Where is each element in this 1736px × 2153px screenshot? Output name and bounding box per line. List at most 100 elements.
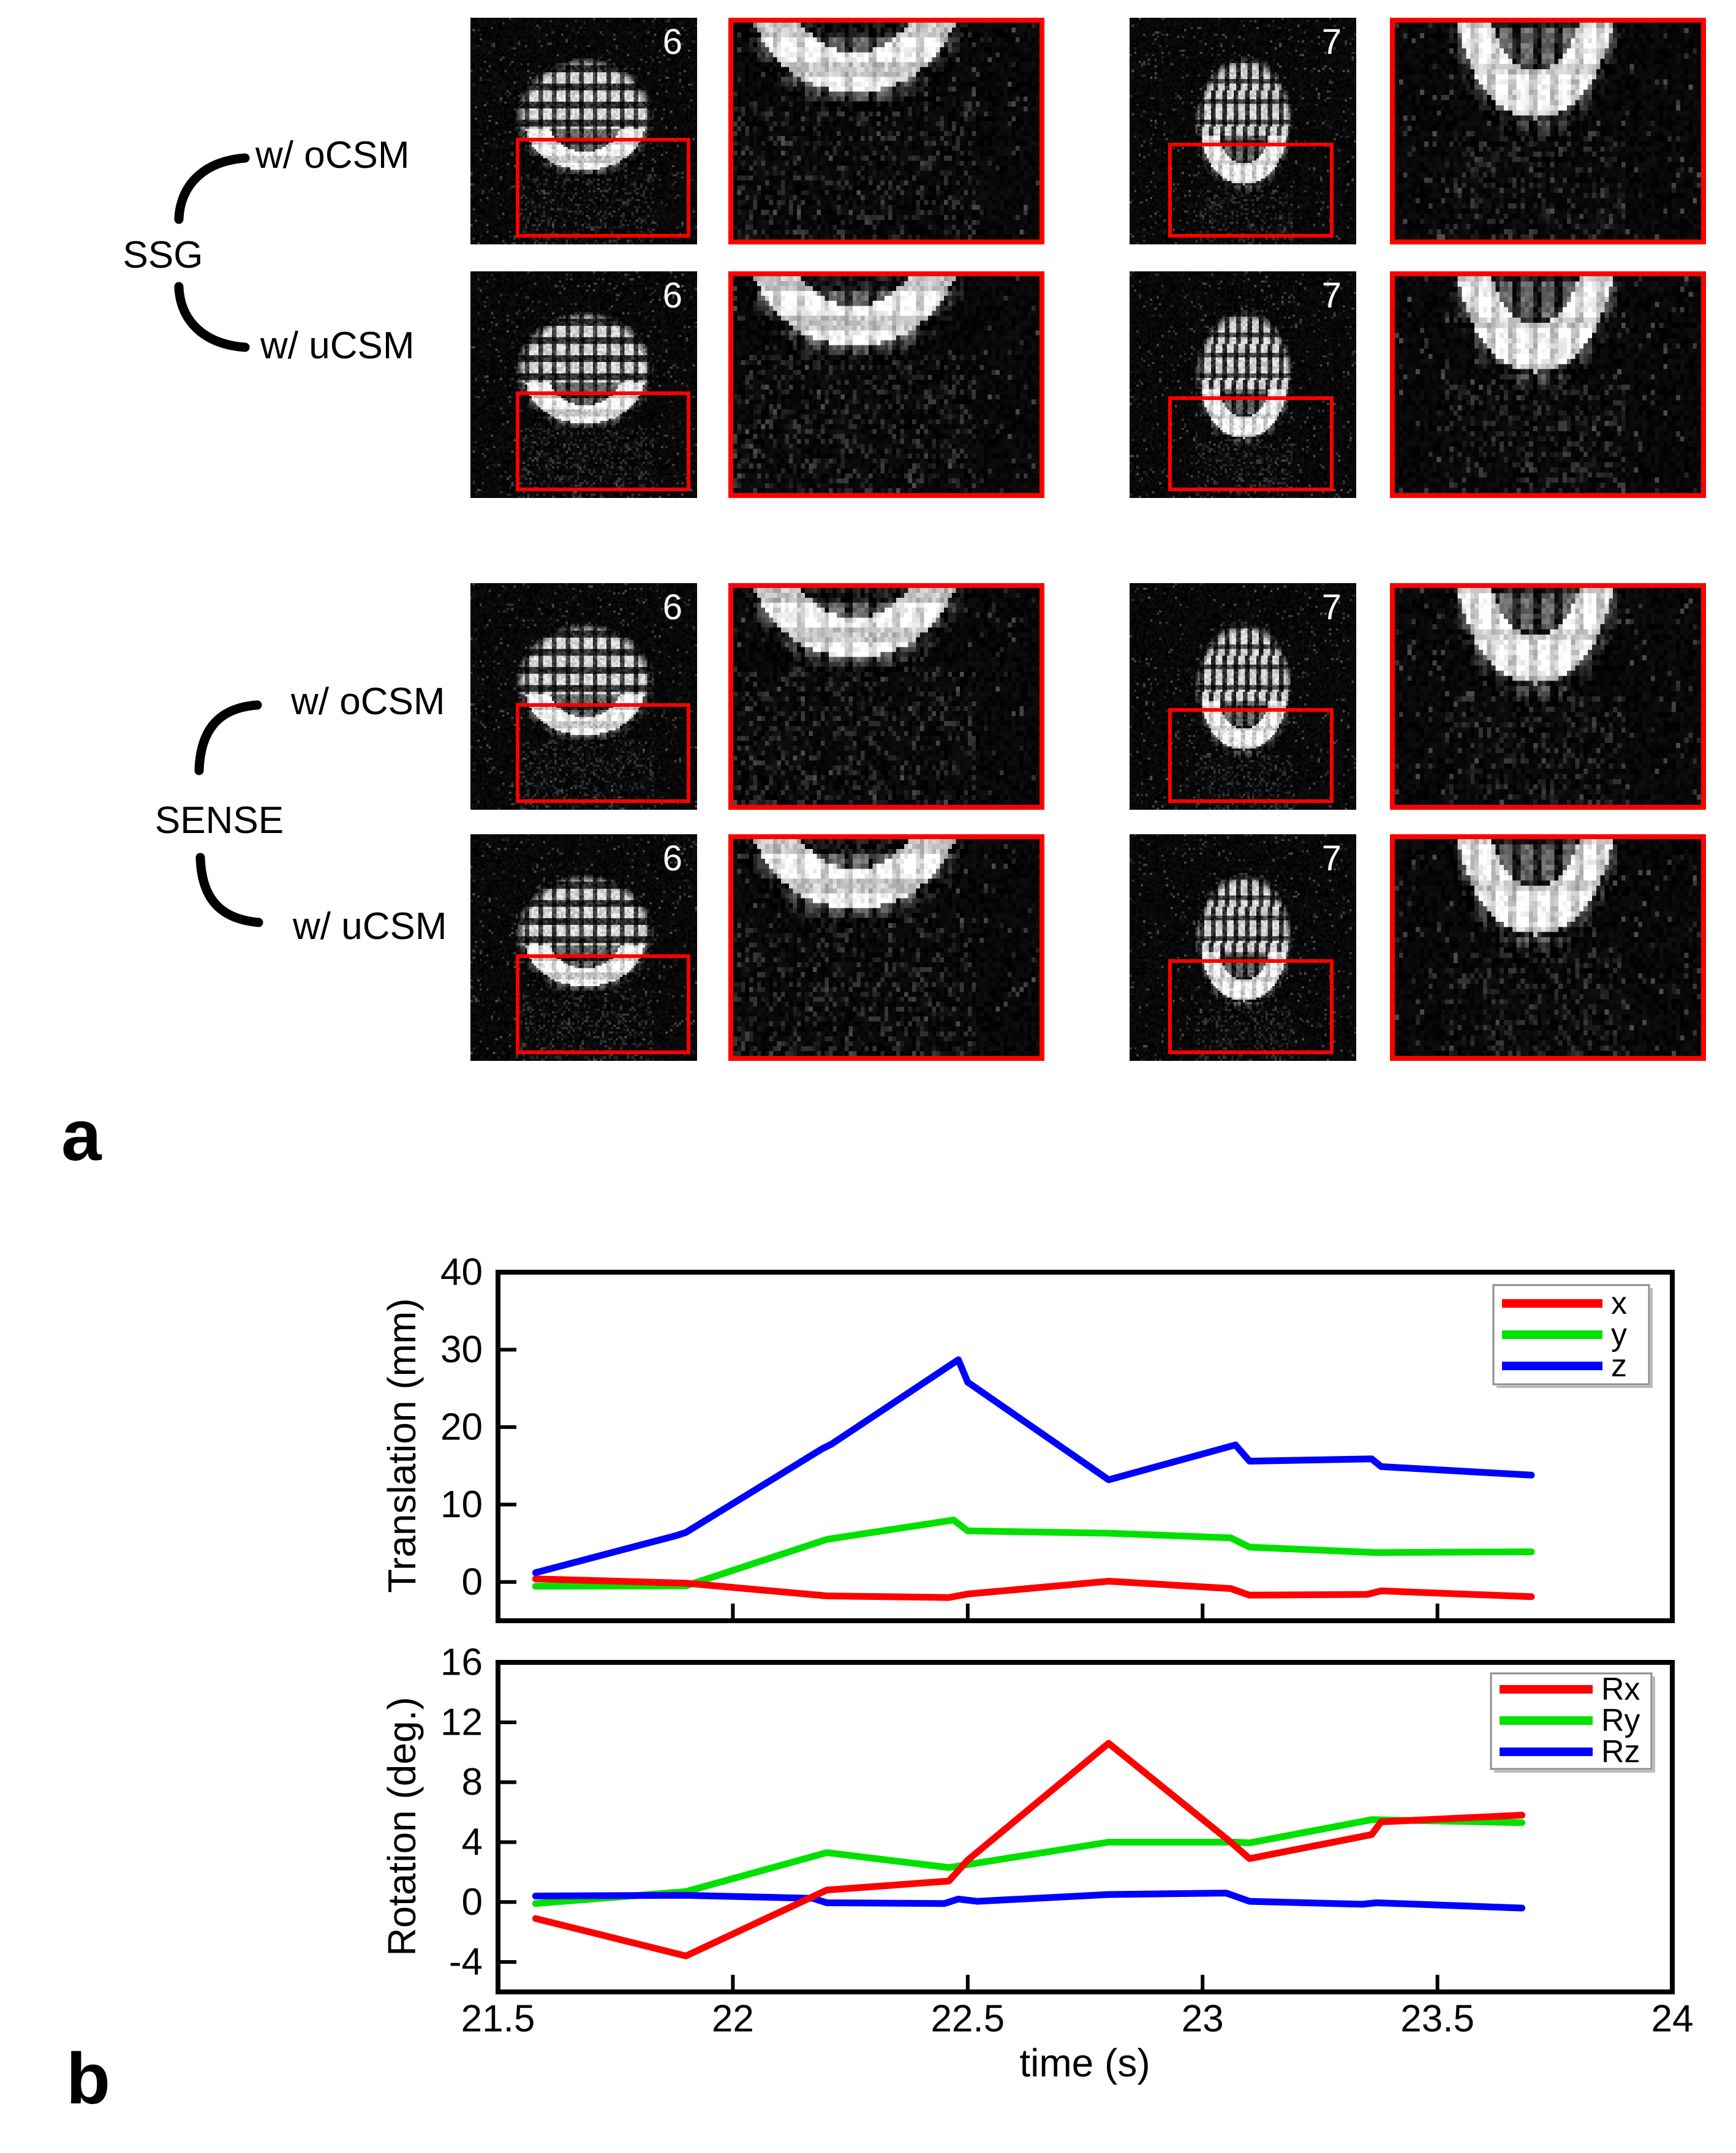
y-tick-label: 20 xyxy=(440,1406,483,1448)
zoom-canvas-sense-ocsm-slice-7 xyxy=(1395,588,1701,805)
series-Rz-line xyxy=(532,1890,1526,1912)
slice-number-sense-ocsm-slice-7: 7 xyxy=(1321,587,1342,627)
y-tick-label: 0 xyxy=(462,1881,483,1923)
roi-box-sense-ucsm-slice-7 xyxy=(1168,959,1334,1054)
translation-chart: 0 10 20 30 40 xyz xyxy=(440,1251,1675,1623)
zoom-image-sense-ucsm-slice-6 xyxy=(728,834,1044,1061)
roi-box-ssg-ocsm-slice-7 xyxy=(1168,142,1334,238)
zoom-canvas-ssg-ucsm-slice-7 xyxy=(1395,276,1701,493)
series-Ry-line xyxy=(532,1816,1526,1907)
mri-image-sense-ucsm-slice-7: 7 xyxy=(1130,834,1356,1061)
group-label-ssg: SSG xyxy=(123,234,203,276)
roi-box-ssg-ucsm-slice-7 xyxy=(1168,396,1334,491)
legend-shadow xyxy=(1496,1288,1653,1388)
mri-canvas-sense-ucsm-slice-6 xyxy=(470,834,697,1061)
bracket-ssg-upper xyxy=(174,153,250,224)
y-tick-label: 8 xyxy=(462,1761,483,1803)
mri-canvas-ssg-ocsm-slice-7 xyxy=(1130,18,1356,244)
mri-image-sense-ocsm-slice-6: 6 xyxy=(470,583,697,810)
series-z-line xyxy=(532,1356,1535,1577)
y-tick-label: 40 xyxy=(440,1251,483,1294)
zoom-canvas-sense-ocsm-slice-6 xyxy=(733,588,1040,805)
zoom-canvas-ssg-ocsm-slice-7 xyxy=(1395,23,1701,239)
slice-number-ssg-ucsm-slice-7: 7 xyxy=(1321,276,1342,315)
mri-image-sense-ocsm-slice-7: 7 xyxy=(1130,583,1356,810)
legend: xyz xyxy=(1492,1284,1653,1388)
legend-label-Ry: Ry xyxy=(1601,1703,1640,1738)
bracket-ssg-lower xyxy=(174,282,250,352)
legend-label-Rz: Rz xyxy=(1601,1734,1640,1770)
x-tick-label: 22.5 xyxy=(930,1998,1005,2040)
zoom-image-ssg-ucsm-slice-7 xyxy=(1390,271,1706,498)
zoom-image-sense-ocsm-slice-7 xyxy=(1390,583,1706,810)
bracket-sense-lower xyxy=(195,853,263,927)
mri-canvas-sense-ocsm-slice-7 xyxy=(1130,583,1356,810)
x-tick-label: 21.5 xyxy=(461,1998,535,2040)
zoom-canvas-ssg-ocsm-slice-6 xyxy=(733,23,1040,239)
mri-canvas-sense-ucsm-slice-7 xyxy=(1130,834,1356,1061)
slice-number-sense-ucsm-slice-7: 7 xyxy=(1321,839,1342,878)
zoom-canvas-ssg-ucsm-slice-6 xyxy=(733,276,1040,493)
legend-shadow xyxy=(1494,1676,1655,1773)
mri-canvas-ssg-ucsm-slice-6 xyxy=(470,271,697,498)
roi-box-ssg-ucsm-slice-6 xyxy=(516,391,690,491)
mri-image-ssg-ucsm-slice-7: 7 xyxy=(1130,271,1356,498)
series-y-line xyxy=(532,1517,1535,1590)
zoom-image-ssg-ocsm-slice-7 xyxy=(1390,18,1706,244)
series-Rx-line xyxy=(532,1740,1526,1959)
subfigure-label-a: a xyxy=(61,1095,102,1176)
mri-image-ssg-ucsm-slice-6: 6 xyxy=(470,271,697,498)
zoom-image-ssg-ucsm-slice-6 xyxy=(728,271,1044,498)
mri-canvas-ssg-ucsm-slice-7 xyxy=(1130,271,1356,498)
zoom-image-sense-ocsm-slice-6 xyxy=(728,583,1044,810)
plot-frame xyxy=(496,1660,1675,1994)
x-tick-label: 23.5 xyxy=(1400,1998,1474,2040)
mri-image-ssg-ocsm-slice-6: 6 xyxy=(470,18,697,244)
row-label-ssg-ocsm: w/ oCSM xyxy=(255,134,410,176)
plot-frame xyxy=(496,1270,1675,1623)
zoom-image-sense-ucsm-slice-7 xyxy=(1390,834,1706,1061)
slice-number-sense-ucsm-slice-6: 6 xyxy=(662,839,682,878)
series-x-line xyxy=(532,1575,1535,1601)
legend-label-Rx: Rx xyxy=(1601,1672,1640,1707)
zoom-image-ssg-ocsm-slice-6 xyxy=(728,18,1044,244)
slice-number-sense-ocsm-slice-6: 6 xyxy=(662,587,682,627)
y-tick-label: 0 xyxy=(462,1561,483,1603)
row-label-ssg-ucsm: w/ uCSM xyxy=(260,325,415,367)
zoom-canvas-sense-ucsm-slice-7 xyxy=(1395,839,1701,1056)
y-tick-label: 16 xyxy=(440,1642,483,1684)
slice-number-ssg-ocsm-slice-7: 7 xyxy=(1321,22,1342,62)
y-tick-label: 10 xyxy=(440,1484,483,1526)
legend-label-y: y xyxy=(1611,1317,1627,1352)
zoom-canvas-sense-ucsm-slice-6 xyxy=(733,839,1040,1056)
roi-box-ssg-ocsm-slice-6 xyxy=(516,138,690,238)
group-brackets xyxy=(174,153,263,927)
y-tick-label: 4 xyxy=(462,1821,483,1863)
slice-number-ssg-ucsm-slice-6: 6 xyxy=(662,276,682,315)
roi-box-sense-ucsm-slice-6 xyxy=(516,954,690,1054)
group-label-sense: SENSE xyxy=(154,799,284,842)
x-tick-label: 23 xyxy=(1182,1998,1224,2040)
roi-box-sense-ocsm-slice-6 xyxy=(516,703,690,803)
y-tick-label: 30 xyxy=(440,1329,483,1371)
subfigure-label-b: b xyxy=(66,2038,111,2119)
legend-label-x: x xyxy=(1611,1286,1627,1321)
y-tick-label: -4 xyxy=(449,1941,483,1983)
mri-image-sense-ucsm-slice-6: 6 xyxy=(470,834,697,1061)
mri-image-ssg-ocsm-slice-7: 7 xyxy=(1130,18,1356,244)
legend-label-z: z xyxy=(1611,1348,1627,1384)
bracket-sense-upper xyxy=(194,700,262,775)
row-label-sense-ucsm: w/ uCSM xyxy=(293,905,447,948)
x-axis-label-time: time (s) xyxy=(1019,2041,1150,2085)
slice-number-ssg-ocsm-slice-6: 6 xyxy=(662,22,682,62)
y-tick-label: 12 xyxy=(440,1701,483,1743)
mri-canvas-sense-ocsm-slice-6 xyxy=(470,583,697,810)
row-label-sense-ocsm: w/ oCSM xyxy=(291,681,445,723)
roi-box-sense-ocsm-slice-7 xyxy=(1168,707,1334,803)
x-tick-label: 22 xyxy=(712,1998,754,2040)
mri-canvas-ssg-ocsm-slice-6 xyxy=(470,18,697,244)
